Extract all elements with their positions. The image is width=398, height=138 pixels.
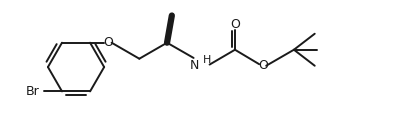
- Text: Br: Br: [26, 85, 39, 98]
- Text: H: H: [203, 55, 211, 65]
- Text: O: O: [258, 59, 267, 72]
- Text: N: N: [189, 59, 199, 72]
- Text: O: O: [230, 18, 240, 31]
- Text: O: O: [103, 36, 113, 49]
